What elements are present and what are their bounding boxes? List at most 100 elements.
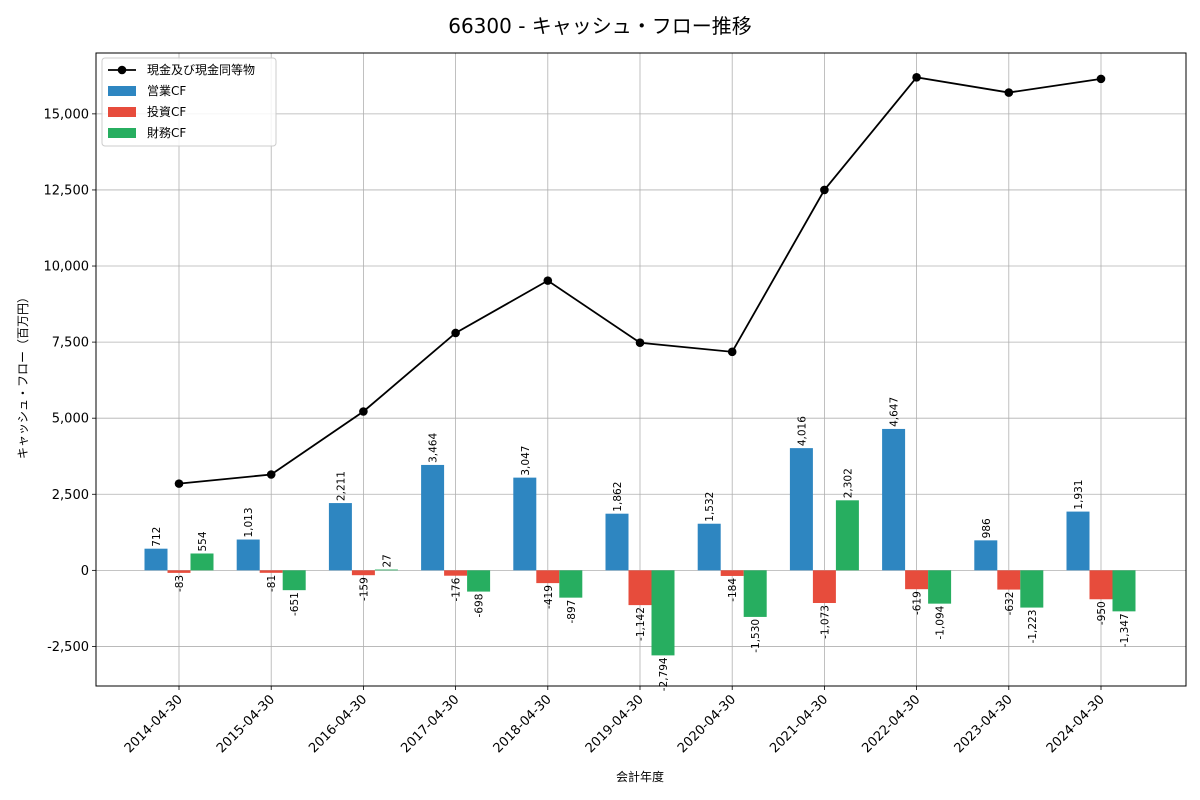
data-label: -419	[543, 585, 555, 609]
data-label: -632	[1004, 592, 1016, 616]
y-tick-label: 12,500	[44, 183, 90, 198]
bar-投資CF	[905, 570, 929, 590]
bar-投資CF	[167, 570, 191, 573]
bar-財務CF	[1112, 570, 1136, 612]
x-tick-label: 2022-04-30	[859, 692, 923, 756]
legend-bar-swatch	[108, 128, 136, 138]
data-label: -159	[358, 577, 370, 601]
legend-box	[101, 57, 277, 147]
bar-財務CF	[374, 569, 398, 571]
x-tick-label: 2018-04-30	[491, 692, 555, 756]
cash-point	[266, 470, 276, 479]
bar-営業CF	[236, 539, 260, 571]
y-tick-label: -2,500	[47, 640, 89, 655]
data-label: -1,094	[935, 605, 947, 639]
cash-point	[359, 407, 368, 416]
data-label: -698	[474, 594, 486, 618]
x-axis-label: 会計年度	[616, 769, 664, 784]
bar-財務CF	[1020, 570, 1044, 608]
data-label: 2,302	[842, 468, 854, 498]
data-label: 554	[197, 531, 209, 551]
data-label: 1,862	[612, 482, 624, 512]
bar-営業CF	[974, 540, 998, 571]
bar-投資CF	[259, 570, 283, 573]
bar-営業CF	[697, 523, 721, 571]
bar-財務CF	[559, 570, 583, 598]
legend-label: 現金及び現金同等物	[147, 62, 255, 77]
bar-財務CF	[282, 570, 306, 591]
y-tick-label: 0	[81, 564, 89, 579]
data-label: -619	[912, 591, 924, 615]
bar-投資CF	[812, 570, 836, 604]
bar-財務CF	[467, 570, 491, 592]
y-tick-label: 15,000	[44, 107, 90, 122]
legend-bar-swatch	[108, 107, 136, 117]
bar-投資CF	[444, 570, 468, 576]
legend-label: 財務CF	[147, 125, 186, 140]
data-label: -1,347	[1119, 613, 1131, 647]
bar-財務CF	[743, 570, 767, 617]
axes-layer: -2,500 0 2,500 5,000 7,500 10,000 12,500 15,000…	[44, 52, 1187, 756]
labels-layer: 712 1,013 2,211 3,464 3,047 1,862 1,532 4,016 4,…	[151, 397, 1131, 691]
bar-営業CF	[328, 503, 352, 571]
data-label: -1,530	[750, 619, 762, 653]
cash-point	[635, 338, 645, 348]
bar-営業CF	[421, 464, 445, 571]
cash-point	[727, 347, 737, 357]
bar-投資CF	[720, 570, 744, 576]
cash-point	[912, 73, 921, 82]
y-tick-label: 10,000	[44, 260, 90, 275]
cash-point	[1096, 74, 1106, 84]
legend-label: 営業CF	[147, 84, 186, 98]
data-label: 2,211	[335, 471, 347, 501]
bar-投資CF	[351, 570, 375, 576]
chart-title: 66300 - キャッシュ・フロー推移	[448, 14, 752, 38]
data-label: -1,223	[1027, 610, 1039, 644]
x-tick-label: 2023-04-30	[952, 692, 1016, 756]
line-layer	[174, 73, 1106, 488]
data-label: -81	[266, 575, 278, 592]
y-tick-label: 5,000	[52, 412, 89, 427]
bar-投資CF	[997, 570, 1021, 590]
bar-営業CF	[605, 513, 629, 571]
bar-財務CF	[651, 570, 675, 656]
x-tick-label: 2017-04-30	[398, 692, 462, 756]
x-tick-label: 2016-04-30	[306, 692, 370, 756]
cash-point	[1004, 88, 1014, 97]
cash-point	[820, 185, 829, 195]
cash-point	[451, 328, 460, 338]
bar-投資CF	[536, 570, 560, 584]
bar-営業CF	[1066, 511, 1090, 571]
x-tick-label: 2015-04-30	[214, 692, 278, 756]
data-label: 1,532	[704, 492, 716, 522]
legend-marker	[117, 65, 127, 75]
cash-point	[174, 479, 184, 488]
y-axis-label: キャッシュ・フロー（百万円）	[16, 291, 30, 459]
x-tick-label: 2014-04-30	[122, 692, 186, 756]
data-label: -2,794	[658, 657, 670, 691]
data-label: -83	[174, 575, 186, 592]
legend-bar-swatch	[108, 86, 136, 96]
x-tick-label: 2020-04-30	[675, 692, 739, 756]
data-label: -176	[451, 577, 463, 601]
bar-財務CF	[835, 500, 859, 571]
data-label: 4,647	[889, 397, 901, 427]
bars-layer	[144, 428, 1136, 656]
data-label: 1,931	[1073, 480, 1085, 510]
data-label: 986	[981, 518, 993, 538]
y-tick-label: 7,500	[52, 336, 89, 351]
data-label: 3,464	[428, 433, 440, 463]
bar-投資CF	[628, 570, 652, 606]
cash-point	[543, 276, 553, 285]
data-label: 27	[381, 554, 393, 567]
legend-label: 投資CF	[147, 104, 186, 119]
x-tick-label: 2024-04-30	[1044, 692, 1108, 756]
data-label: 1,013	[243, 507, 255, 537]
data-label: 3,047	[520, 446, 532, 476]
plot-frame	[95, 52, 1187, 687]
data-label: 4,016	[796, 416, 808, 446]
bar-営業CF	[513, 477, 537, 571]
data-label: -950	[1096, 601, 1108, 625]
x-tick-label: 2019-04-30	[583, 692, 647, 756]
